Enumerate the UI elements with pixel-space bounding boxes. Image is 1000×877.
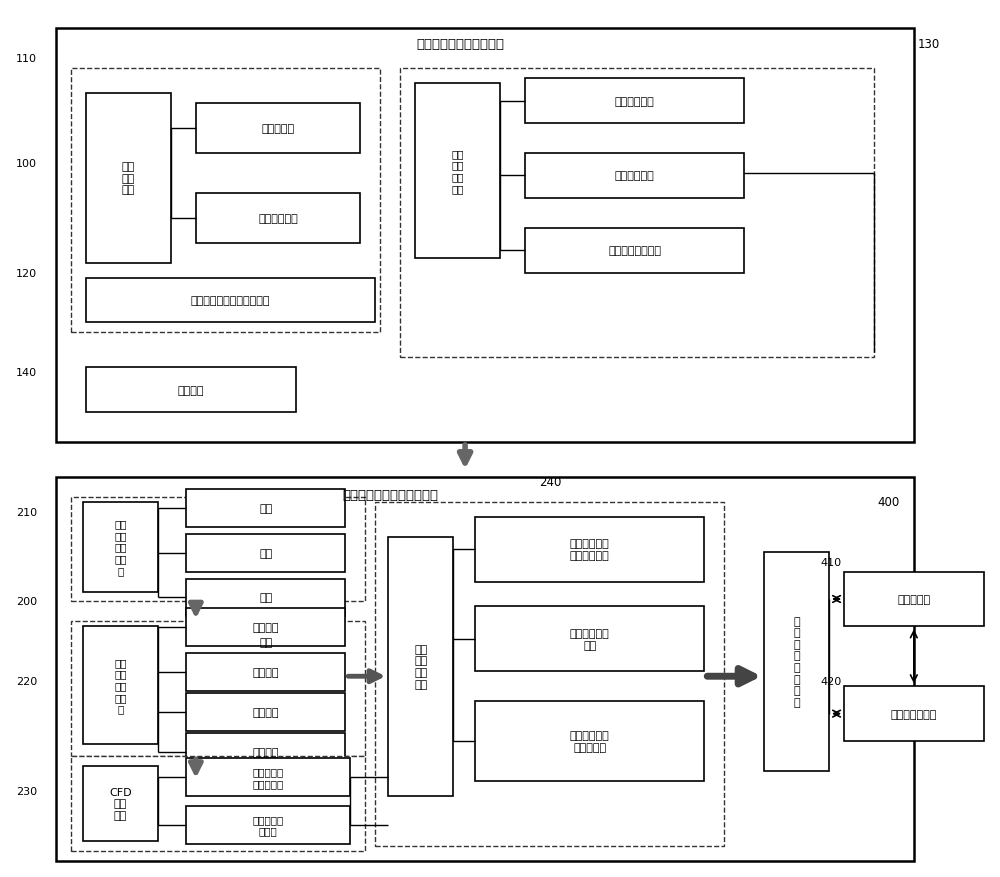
Text: 地形: 地形 — [259, 638, 272, 647]
Text: 溃口宽度: 溃口宽度 — [252, 708, 279, 717]
Text: 100: 100 — [16, 159, 37, 168]
Bar — [186, 653, 345, 691]
Bar — [525, 228, 744, 274]
Text: 210: 210 — [16, 507, 37, 517]
Text: 410: 410 — [821, 557, 842, 567]
Bar — [186, 534, 345, 572]
Text: 140: 140 — [16, 367, 37, 378]
Text: 封堵施工实施
路径推荐功能: 封堵施工实施 路径推荐功能 — [570, 538, 610, 560]
Text: 监测
预警
指标
与分
析: 监测 预警 指标 与分 析 — [114, 657, 127, 714]
Bar — [400, 69, 874, 358]
Text: 封堵抛投料使
用推荐功能: 封堵抛投料使 用推荐功能 — [570, 731, 610, 752]
Bar — [71, 69, 380, 333]
Bar — [56, 477, 914, 860]
Bar — [86, 367, 296, 412]
Bar — [844, 687, 984, 741]
Bar — [764, 552, 829, 771]
Text: 溃口发展仿
真预演: 溃口发展仿 真预演 — [253, 814, 284, 836]
Bar — [196, 104, 360, 153]
Bar — [186, 609, 345, 646]
Bar — [71, 497, 365, 602]
Bar — [86, 278, 375, 323]
Text: 200: 200 — [16, 597, 37, 607]
Text: 专家使用端: 专家使用端 — [897, 595, 930, 604]
Text: 400: 400 — [878, 496, 900, 509]
Bar — [71, 622, 365, 756]
Bar — [186, 624, 345, 661]
Text: 数据采集处理与存储模块: 数据采集处理与存储模块 — [416, 38, 504, 51]
Bar — [415, 84, 500, 259]
Bar — [475, 702, 704, 781]
Text: 溃口测点水深: 溃口测点水深 — [615, 171, 654, 182]
Bar — [83, 503, 158, 592]
Text: 130: 130 — [918, 38, 940, 51]
Text: 流量: 流量 — [259, 503, 272, 513]
Text: 气象
预报
数据: 气象 预报 数据 — [122, 162, 135, 196]
Text: 天气图预报: 天气图预报 — [262, 124, 295, 134]
Text: 230: 230 — [16, 786, 37, 796]
Bar — [525, 79, 744, 124]
Bar — [71, 756, 365, 851]
Text: 240: 240 — [539, 476, 561, 488]
Bar — [196, 194, 360, 243]
Text: 决策
信息
检测
与分
析: 决策 信息 检测 与分 析 — [114, 519, 127, 575]
Bar — [186, 733, 345, 771]
Bar — [375, 503, 724, 845]
Text: 120: 120 — [16, 268, 37, 278]
Text: 溃口封堵专家决策辅助模块: 溃口封堵专家决策辅助模块 — [342, 488, 438, 502]
Text: 420: 420 — [820, 676, 842, 687]
Text: 溃口形状: 溃口形状 — [252, 667, 279, 678]
Text: 溃口
实时
监测
数据: 溃口 实时 监测 数据 — [451, 149, 464, 194]
Text: 施工现场使用端: 施工现场使用端 — [891, 709, 937, 719]
Bar — [86, 94, 171, 263]
Text: 110: 110 — [16, 54, 37, 64]
Bar — [475, 517, 704, 581]
Text: 水流特性: 水流特性 — [252, 623, 279, 632]
Bar — [186, 806, 350, 844]
Text: 溃
口
封
堵
可
视
化
块: 溃 口 封 堵 可 视 化 块 — [793, 616, 800, 707]
Text: 220: 220 — [16, 676, 37, 687]
Text: 溃口长度: 溃口长度 — [252, 747, 279, 757]
Text: 数值天气预报: 数值天气预报 — [258, 213, 298, 224]
Text: 水文站实时水雨情监测数据: 水文站实时水雨情监测数据 — [191, 296, 270, 305]
Text: CFD
快速
预演: CFD 快速 预演 — [109, 787, 132, 820]
Bar — [388, 537, 453, 796]
Text: 快速计算溃
口水流特性: 快速计算溃 口水流特性 — [253, 766, 284, 788]
Bar — [186, 694, 345, 731]
Bar — [83, 766, 158, 841]
Text: 历史数据: 历史数据 — [178, 385, 204, 396]
Text: 流速: 流速 — [259, 593, 272, 602]
Bar — [844, 572, 984, 627]
Bar — [525, 153, 744, 198]
Bar — [186, 579, 345, 617]
Text: 声呐扫描溃口地形: 声呐扫描溃口地形 — [608, 246, 661, 256]
Bar — [186, 489, 345, 527]
Bar — [56, 29, 914, 443]
Text: 溃口
封堵
策略
推荐: 溃口 封堵 策略 推荐 — [414, 644, 427, 689]
Text: 封堵方案推荐
功能: 封堵方案推荐 功能 — [570, 628, 610, 650]
Bar — [83, 627, 158, 745]
Bar — [186, 758, 350, 796]
Text: 溃口测点流速: 溃口测点流速 — [615, 96, 654, 106]
Bar — [475, 607, 704, 672]
Text: 水深: 水深 — [259, 548, 272, 558]
